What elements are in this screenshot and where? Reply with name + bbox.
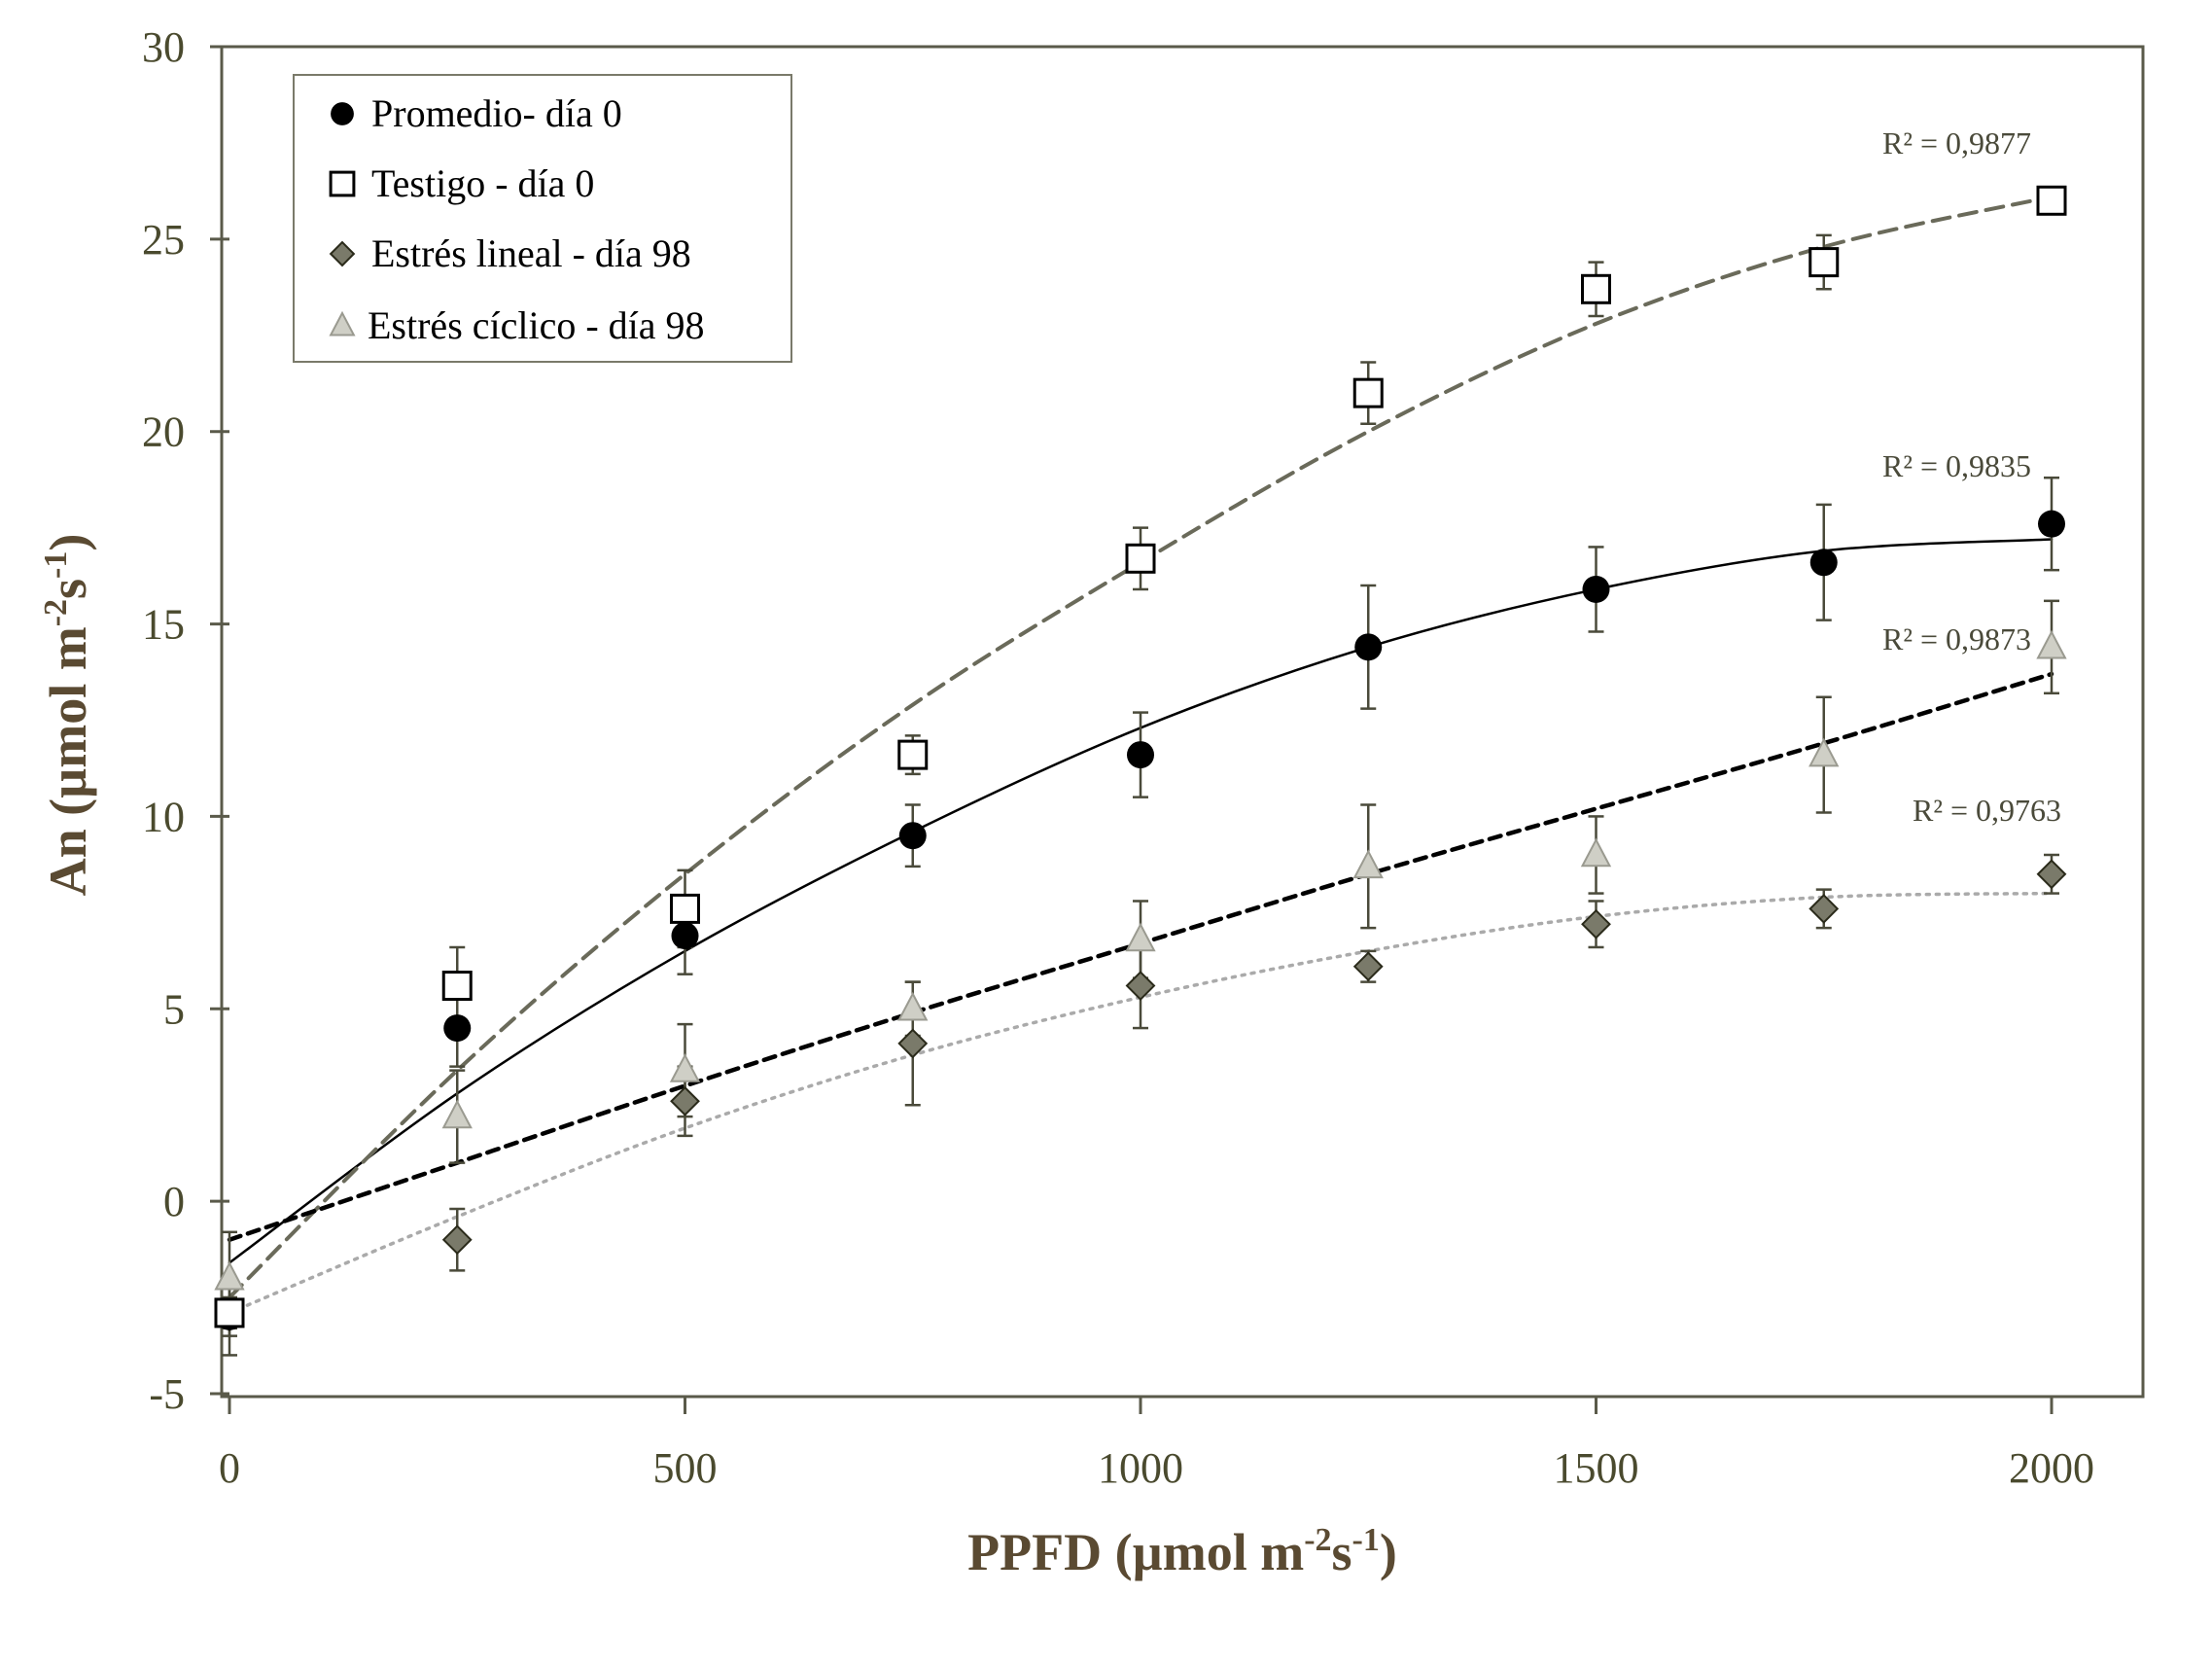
axes: -5 0 5 10 15 20 25 30 0 500 1000 1500 2000 bbox=[142, 23, 2094, 1492]
data-point bbox=[1127, 741, 1154, 769]
plot-frame bbox=[220, 45, 2145, 1399]
legend-label-promedio: Promedio- día 0 bbox=[371, 91, 622, 135]
data-point bbox=[671, 922, 699, 950]
y-tick-label: 30 bbox=[142, 23, 185, 71]
data-point bbox=[1125, 971, 1156, 1001]
data-point bbox=[441, 1099, 473, 1129]
legend-label-estres-ciclico: Estrés cíclico - día 98 bbox=[368, 303, 705, 347]
legend-markers bbox=[329, 102, 356, 337]
y-tick-label: 15 bbox=[142, 601, 185, 649]
data-point bbox=[1808, 247, 1840, 278]
x-tick-label: 1500 bbox=[1554, 1444, 1639, 1492]
data-point bbox=[670, 893, 700, 924]
data-point bbox=[1125, 922, 1156, 952]
data-point bbox=[1808, 737, 1840, 767]
data-point bbox=[1125, 543, 1156, 574]
data-point bbox=[1354, 633, 1383, 661]
data-point bbox=[1581, 273, 1611, 304]
legend-marker bbox=[329, 240, 356, 267]
r2-label: R² = 0,9877 bbox=[1882, 125, 2031, 160]
x-axis-title: PPFD (µmol m-2s-1) bbox=[967, 1522, 1397, 1581]
data-point bbox=[1581, 908, 1611, 939]
data-point bbox=[2038, 510, 2065, 538]
legend-marker bbox=[331, 102, 354, 125]
data-point bbox=[2036, 185, 2067, 216]
y-tick-label: 20 bbox=[142, 408, 185, 456]
r2-label: R² = 0,9835 bbox=[1882, 448, 2031, 483]
data-point bbox=[897, 739, 929, 770]
legend-marker bbox=[329, 170, 356, 197]
data-point bbox=[1352, 951, 1384, 982]
x-tick-label: 0 bbox=[219, 1444, 240, 1492]
data-point bbox=[214, 1297, 245, 1329]
y-tick-label: -5 bbox=[149, 1370, 185, 1418]
legend-marker bbox=[329, 310, 356, 337]
legend-label-testigo: Testigo - día 0 bbox=[371, 161, 594, 205]
legend-label-estres-lineal: Estrés lineal - día 98 bbox=[371, 231, 691, 275]
data-point bbox=[2036, 859, 2067, 890]
legend-box bbox=[293, 74, 792, 363]
data-point bbox=[1582, 575, 1610, 603]
data-point bbox=[2036, 629, 2067, 659]
x-tick-label: 2000 bbox=[2009, 1444, 2094, 1492]
r2-label: R² = 0,9763 bbox=[1913, 793, 2061, 828]
data-point bbox=[897, 991, 929, 1021]
data-point bbox=[898, 822, 927, 850]
data-point bbox=[1352, 849, 1384, 879]
data-markers bbox=[214, 185, 2067, 1332]
data-point bbox=[1352, 377, 1384, 408]
data-point bbox=[1809, 549, 1838, 577]
y-tick-label: 5 bbox=[163, 985, 185, 1033]
data-point bbox=[669, 1053, 701, 1082]
data-point bbox=[443, 1014, 472, 1043]
y-axis-title: An (µmol m-2s-1) bbox=[38, 534, 97, 897]
data-point bbox=[441, 1224, 473, 1256]
r2-label: R² = 0,9873 bbox=[1882, 621, 2031, 656]
fit-line bbox=[228, 195, 2054, 1300]
y-tick-label: 25 bbox=[142, 216, 185, 264]
y-tick-label: 0 bbox=[163, 1178, 185, 1225]
legend: Promedio- día 0 Testigo - día 0 Estrés l… bbox=[293, 74, 792, 363]
y-tick-label: 10 bbox=[142, 793, 185, 840]
x-tick-label: 1000 bbox=[1098, 1444, 1183, 1492]
data-point bbox=[1808, 893, 1840, 924]
r2-labels: R² = 0,9835 R² = 0,9877 R² = 0,9873 R² = 0,… bbox=[1882, 125, 2061, 828]
data-point bbox=[441, 971, 473, 1002]
x-tick-label: 500 bbox=[653, 1444, 718, 1492]
data-point bbox=[897, 1028, 929, 1059]
fit-line bbox=[228, 538, 2054, 1264]
data-point bbox=[214, 1260, 245, 1291]
error-bars bbox=[222, 188, 2059, 1357]
data-point bbox=[670, 1085, 700, 1117]
data-point bbox=[1580, 837, 1612, 868]
